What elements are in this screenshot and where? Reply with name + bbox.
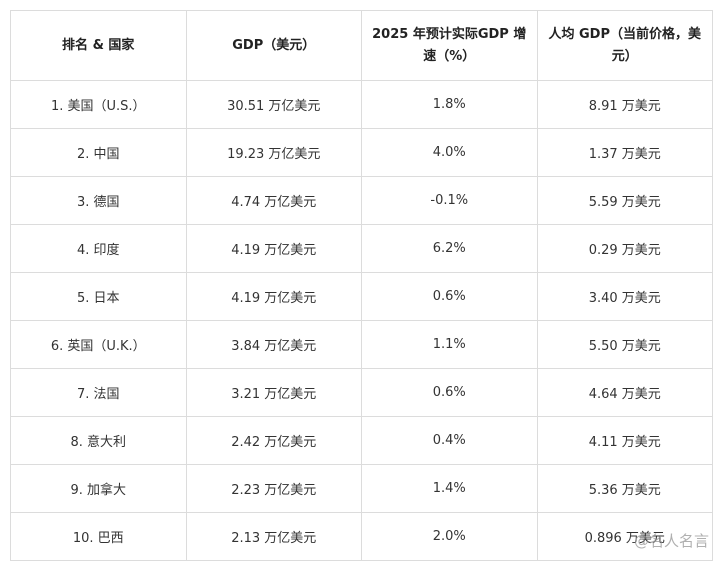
table-cell: 0.4% bbox=[361, 416, 538, 465]
table-cell: 3.21 万亿美元 bbox=[185, 368, 362, 417]
table-cell: 4.19 万亿美元 bbox=[185, 224, 362, 273]
table-cell: 1.37 万美元 bbox=[536, 128, 713, 177]
table-cell: 2.23 万亿美元 bbox=[185, 464, 362, 513]
header-row: 排名 & 国家 GDP（美元） 2025 年预计实际GDP 增速（%） 人均 GDP（… bbox=[10, 10, 713, 81]
table-row: 6. 英国（U.K.） 3.84 万亿美元 1.1% 5.50 万美元 bbox=[10, 320, 713, 369]
header-cell: 2025 年预计实际GDP 增速（%） bbox=[361, 10, 538, 81]
table-cell: 6. 英国（U.K.） bbox=[10, 320, 187, 369]
table-cell: 5. 日本 bbox=[10, 272, 187, 321]
table-cell: -0.1% bbox=[361, 176, 538, 225]
table-cell: 3.84 万亿美元 bbox=[185, 320, 362, 369]
table-row: 5. 日本 4.19 万亿美元 0.6% 3.40 万美元 bbox=[10, 272, 713, 321]
table-row: 10. 巴西 2.13 万亿美元 2.0% 0.896 万美元 bbox=[10, 512, 713, 561]
table-row: 7. 法国 3.21 万亿美元 0.6% 4.64 万美元 bbox=[10, 368, 713, 417]
table-cell: 1.4% bbox=[361, 464, 538, 513]
table-cell: 4. 印度 bbox=[10, 224, 187, 273]
header-cell: 人均 GDP（当前价格，美元） bbox=[536, 10, 713, 81]
table-cell: 10. 巴西 bbox=[10, 512, 187, 561]
table-cell: 6.2% bbox=[361, 224, 538, 273]
table-cell: 5.36 万美元 bbox=[536, 464, 713, 513]
table-cell: 4.11 万美元 bbox=[536, 416, 713, 465]
table-cell: 2. 中国 bbox=[10, 128, 187, 177]
table-row: 3. 德国 4.74 万亿美元 -0.1% 5.59 万美元 bbox=[10, 176, 713, 225]
table-cell: 1.8% bbox=[361, 80, 538, 129]
table-cell: 0.6% bbox=[361, 368, 538, 417]
table-row: 8. 意大利 2.42 万亿美元 0.4% 4.11 万美元 bbox=[10, 416, 713, 465]
table-cell: 0.6% bbox=[361, 272, 538, 321]
table-cell: 4.64 万美元 bbox=[536, 368, 713, 417]
table-cell: 1.1% bbox=[361, 320, 538, 369]
header-cell: 排名 & 国家 bbox=[10, 10, 187, 81]
table-cell: 3. 德国 bbox=[10, 176, 187, 225]
table-cell: 8. 意大利 bbox=[10, 416, 187, 465]
table-cell: 4.0% bbox=[361, 128, 538, 177]
table-cell: 2.42 万亿美元 bbox=[185, 416, 362, 465]
table-cell: 1. 美国（U.S.） bbox=[10, 80, 187, 129]
table-cell: 7. 法国 bbox=[10, 368, 187, 417]
table-cell: 5.59 万美元 bbox=[536, 176, 713, 225]
table-cell: 2.0% bbox=[361, 512, 538, 561]
header-cell: GDP（美元） bbox=[185, 10, 362, 81]
table-cell: 0.896 万美元 bbox=[536, 512, 713, 561]
table-cell: 2.13 万亿美元 bbox=[185, 512, 362, 561]
table-row: 4. 印度 4.19 万亿美元 6.2% 0.29 万美元 bbox=[10, 224, 713, 273]
table-cell: 9. 加拿大 bbox=[10, 464, 187, 513]
table-cell: 30.51 万亿美元 bbox=[185, 80, 362, 129]
table-cell: 4.19 万亿美元 bbox=[185, 272, 362, 321]
gdp-table: 排名 & 国家 GDP（美元） 2025 年预计实际GDP 增速（%） 人均 GDP（… bbox=[10, 10, 713, 561]
table-row: 1. 美国（U.S.） 30.51 万亿美元 1.8% 8.91 万美元 bbox=[10, 80, 713, 129]
table-row: 2. 中国 19.23 万亿美元 4.0% 1.37 万美元 bbox=[10, 128, 713, 177]
table-cell: 0.29 万美元 bbox=[536, 224, 713, 273]
table-cell: 3.40 万美元 bbox=[536, 272, 713, 321]
table-row: 9. 加拿大 2.23 万亿美元 1.4% 5.36 万美元 bbox=[10, 464, 713, 513]
table-cell: 19.23 万亿美元 bbox=[185, 128, 362, 177]
watermark: @名人名言 bbox=[633, 532, 709, 550]
table-cell: 8.91 万美元 bbox=[536, 80, 713, 129]
table-cell: 4.74 万亿美元 bbox=[185, 176, 362, 225]
table-cell: 5.50 万美元 bbox=[536, 320, 713, 369]
